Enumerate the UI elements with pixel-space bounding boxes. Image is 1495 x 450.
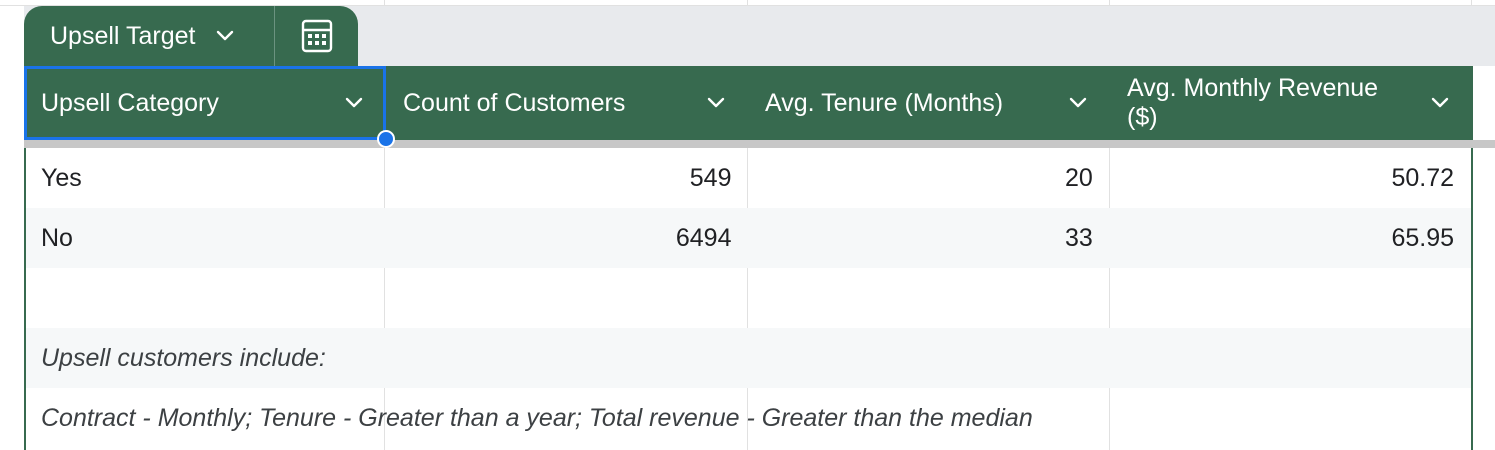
table-body: Yes 549 20 50.72 No 6494 33 65.95 Upsell…: [24, 148, 1473, 450]
chevron-down-icon: [217, 30, 234, 41]
cell-avg-tenure[interactable]: 33: [1064, 223, 1093, 252]
table-row[interactable]: No 6494 33 65.95: [26, 208, 1471, 268]
column-header-upsell-category[interactable]: Upsell Category: [24, 66, 386, 140]
column-header-label: Count of Customers: [403, 88, 626, 117]
column-header-avg-monthly-revenue[interactable]: Avg. Monthly Revenue ($): [1110, 66, 1472, 140]
column-header-avg-tenure[interactable]: Avg. Tenure (Months): [748, 66, 1110, 140]
calculator-icon: [301, 19, 332, 53]
chevron-down-icon[interactable]: [344, 96, 364, 110]
cell-upsell-category[interactable]: No: [41, 223, 73, 252]
note-heading[interactable]: Upsell customers include:: [26, 328, 1471, 388]
chevron-down-icon[interactable]: [1068, 96, 1088, 110]
column-header-label: Upsell Category: [41, 88, 219, 117]
frozen-row-divider[interactable]: [24, 140, 1495, 148]
table-name: Upsell Target: [50, 21, 196, 50]
cell-count-of-customers[interactable]: 6494: [675, 223, 732, 252]
cell-avg-tenure[interactable]: 20: [1064, 163, 1093, 192]
grid-line: [0, 5, 1495, 6]
calculator-button[interactable]: [275, 6, 358, 66]
note-criteria[interactable]: Contract - Monthly; Tenure - Greater tha…: [41, 403, 1033, 432]
table-name-dropdown[interactable]: Upsell Target: [24, 6, 274, 66]
cell-upsell-category[interactable]: Yes: [41, 163, 82, 192]
column-header-label: Avg. Monthly Revenue ($): [1127, 74, 1379, 131]
column-header-count-of-customers[interactable]: Count of Customers: [386, 66, 748, 140]
chevron-down-icon[interactable]: [706, 96, 726, 110]
cell-count-of-customers[interactable]: 549: [689, 163, 732, 192]
table-tab: Upsell Target: [24, 6, 358, 66]
table-header-row: Upsell Category Count of Customers Avg. …: [24, 66, 1473, 140]
table-component: Upsell Target: [24, 0, 1495, 450]
chevron-down-icon[interactable]: [1430, 96, 1450, 110]
selection-handle[interactable]: [377, 130, 395, 148]
table-tab-strip: Upsell Target: [24, 6, 1495, 66]
cell-avg-monthly-revenue[interactable]: 50.72: [1391, 163, 1454, 192]
column-header-label: Avg. Tenure (Months): [765, 88, 1004, 117]
table-row[interactable]: Yes 549 20 50.72: [26, 148, 1471, 208]
tab-divider: [274, 6, 275, 66]
cell-avg-monthly-revenue[interactable]: 65.95: [1391, 223, 1454, 252]
table-row-empty[interactable]: [26, 268, 1471, 328]
